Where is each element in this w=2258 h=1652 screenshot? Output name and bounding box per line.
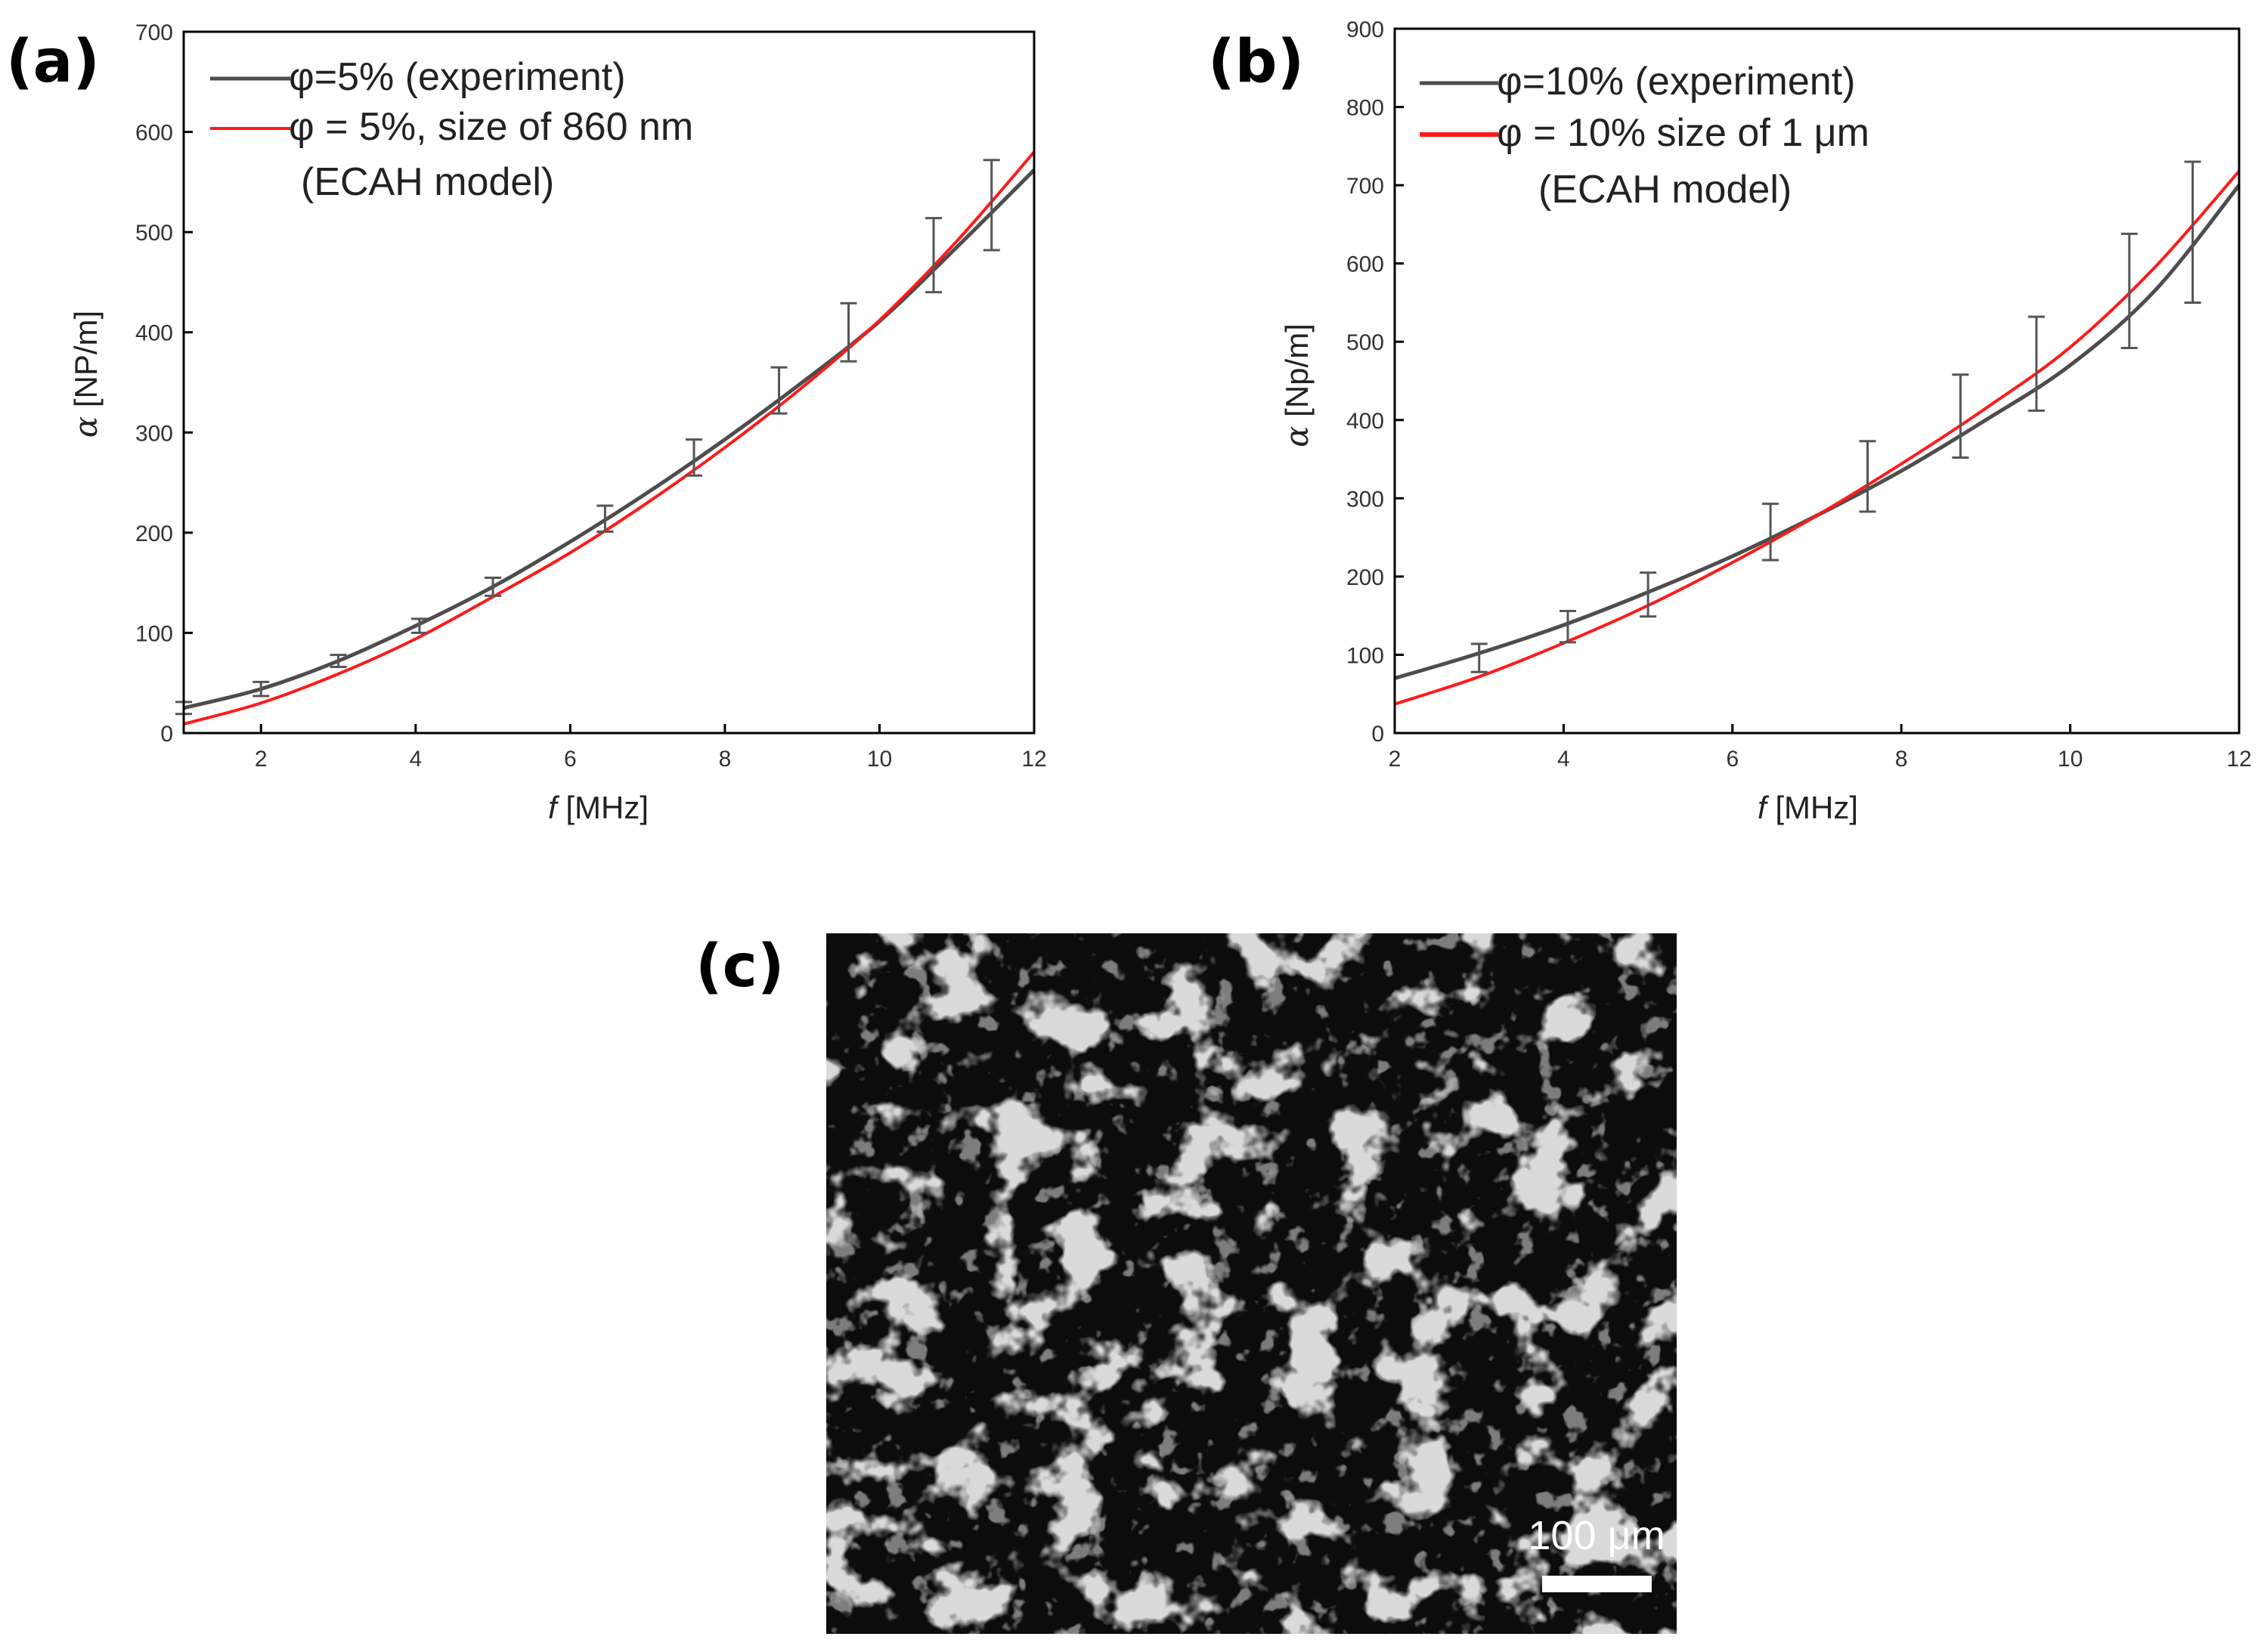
error-bar — [410, 617, 428, 634]
error-bar — [1640, 571, 1657, 618]
legend-label-model-a: φ = 5%, size of 860 nm — [289, 105, 693, 149]
y-tick-label: 200 — [135, 521, 173, 546]
plot-frame-b — [1393, 27, 2241, 735]
micrograph-panel-c: (c) 100 μm — [695, 933, 1677, 1634]
error-bar — [1859, 440, 1876, 513]
x-tick-label: 10 — [867, 747, 892, 772]
series-b — [1394, 170, 2241, 706]
series-a — [183, 150, 1036, 725]
error-bar — [330, 654, 347, 669]
y-axis-label-a: α [NP/m] — [67, 311, 104, 438]
x-tick-label: 4 — [1557, 747, 1570, 772]
x-tick-label: 6 — [564, 747, 577, 772]
legend-label-experiment-a: φ=5% (experiment) — [289, 55, 626, 99]
chart-panel-a: (a) 0 100 200 300 400 500 600 700 2 4 6 8 10 12 φ=5%… — [6, 20, 1047, 825]
y-tick-label: 300 — [135, 421, 173, 446]
error-bars-a — [175, 159, 1000, 716]
legend-label-model-line2-a: (ECAH model) — [301, 160, 554, 204]
scale-bar-label: 100 μm — [1528, 1513, 1665, 1558]
error-bar — [686, 438, 702, 477]
x-tick-label: 8 — [1895, 747, 1908, 772]
error-bar — [1470, 642, 1488, 673]
x-axis-label-b: f [MHz] — [1758, 790, 1858, 825]
error-bars-b — [1470, 160, 2201, 673]
error-bar — [2027, 315, 2045, 412]
y-axis-label-b: α [Np/m] — [1278, 323, 1315, 447]
x-tick-label: 12 — [1021, 747, 1046, 772]
error-bar — [2120, 232, 2138, 350]
panel-label-b: (b) — [1208, 28, 1304, 96]
series-line-model — [1394, 170, 2241, 706]
y-tick-label: 500 — [1346, 330, 1384, 355]
error-bar — [1762, 503, 1779, 561]
y-tick-label: 100 — [1346, 643, 1384, 668]
micrograph-fine-particles — [826, 933, 1677, 1634]
error-bar — [840, 302, 857, 363]
error-bar — [983, 159, 1000, 252]
series-line-experiment — [183, 169, 1036, 710]
y-tick-label: 0 — [1371, 722, 1384, 747]
y-tick-label: 500 — [135, 221, 173, 246]
x-axis-label-a: f [MHz] — [548, 790, 649, 825]
x-tick-label: 10 — [2058, 747, 2083, 772]
plot-frame-a — [182, 30, 1036, 735]
x-tick-label: 8 — [719, 747, 732, 772]
x-ticks-a: 2 4 6 8 10 12 — [255, 724, 1047, 772]
x-ticks-b: 2 4 6 8 10 12 — [1389, 724, 2252, 772]
panel-label-c: (c) — [695, 933, 785, 1001]
error-bar — [596, 504, 614, 534]
error-bar — [1559, 609, 1576, 644]
y-tick-label: 900 — [1346, 17, 1384, 42]
error-bar — [1952, 373, 1969, 459]
y-ticks-b: 0 100 200 300 400 500 600 700 800 900 — [1346, 17, 1404, 747]
y-tick-label: 100 — [135, 621, 173, 646]
y-tick-label: 800 — [1346, 96, 1384, 121]
scale-bar — [1542, 1576, 1652, 1592]
legend-label-model-b: φ = 10% size of 1 μm — [1497, 111, 1869, 155]
y-tick-label: 400 — [135, 321, 173, 346]
y-tick-label: 400 — [1346, 409, 1384, 434]
x-tick-label: 12 — [2226, 747, 2251, 772]
error-bar — [485, 577, 502, 597]
y-tick-label: 700 — [135, 20, 173, 45]
error-bar — [252, 680, 270, 698]
x-tick-label: 2 — [255, 747, 268, 772]
error-bar — [770, 366, 788, 415]
y-tick-label: 700 — [1346, 174, 1384, 199]
x-tick-label: 6 — [1726, 747, 1739, 772]
x-tick-label: 4 — [409, 747, 422, 772]
y-tick-label: 600 — [1346, 252, 1384, 277]
legend-b: φ=10% (experiment) φ = 10% size of 1 μm … — [1420, 60, 1869, 212]
y-tick-label: 600 — [135, 121, 173, 146]
legend-label-experiment-b: φ=10% (experiment) — [1497, 60, 1855, 104]
y-tick-label: 0 — [160, 722, 173, 747]
legend-a: φ=5% (experiment) φ = 5%, size of 860 nm… — [210, 55, 693, 204]
y-tick-label: 200 — [1346, 565, 1384, 590]
series-line-experiment — [1394, 184, 2241, 680]
error-bar — [2184, 160, 2201, 304]
y-ticks-a: 0 100 200 300 400 500 600 700 — [135, 20, 193, 747]
x-tick-label: 2 — [1389, 747, 1402, 772]
chart-panel-b: (b) 0 100 200 300 400 500 600 700 800 900 2 4 6 8 10 1… — [1208, 17, 2252, 825]
y-tick-label: 300 — [1346, 487, 1384, 512]
panel-label-a: (a) — [6, 28, 100, 96]
series-line-model — [183, 150, 1036, 725]
legend-label-model-line2-b: (ECAH model) — [1538, 168, 1792, 212]
error-bar — [925, 217, 943, 294]
